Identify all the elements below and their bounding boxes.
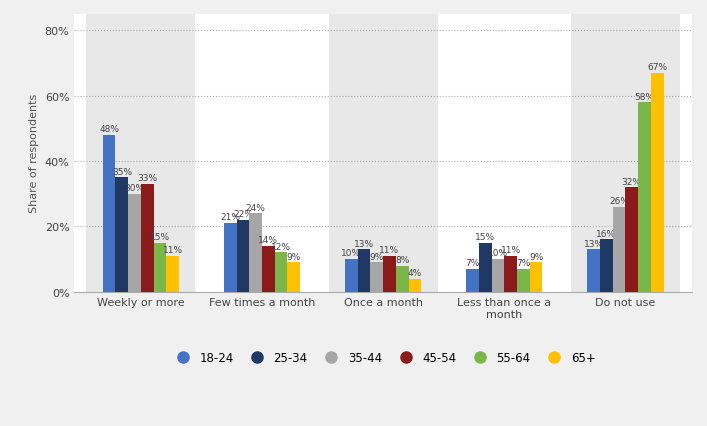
Bar	[224, 224, 237, 292]
Text: 35%: 35%	[112, 167, 132, 176]
Text: 9%: 9%	[529, 252, 543, 261]
Bar	[103, 135, 115, 292]
Text: 12%: 12%	[271, 242, 291, 251]
Text: 9%: 9%	[286, 252, 301, 261]
Bar	[166, 256, 179, 292]
Text: 7%: 7%	[516, 259, 530, 268]
Text: 58%: 58%	[634, 92, 655, 101]
Text: 15%: 15%	[475, 233, 496, 242]
Text: 13%: 13%	[354, 239, 374, 248]
Legend: 18-24, 25-34, 35-44, 45-54, 55-64, 65+: 18-24, 25-34, 35-44, 45-54, 55-64, 65+	[168, 348, 599, 368]
Bar	[128, 194, 141, 292]
Bar	[370, 263, 383, 292]
Text: 9%: 9%	[370, 252, 384, 261]
Text: 48%: 48%	[99, 125, 119, 134]
Bar	[383, 256, 396, 292]
Bar	[275, 253, 288, 292]
Text: 4%: 4%	[408, 268, 422, 277]
Bar	[250, 214, 262, 292]
Text: 14%: 14%	[258, 236, 279, 245]
Text: 10%: 10%	[488, 249, 508, 258]
Text: 30%: 30%	[124, 184, 145, 193]
Text: 22%: 22%	[233, 210, 253, 219]
Bar	[153, 243, 166, 292]
Text: 67%: 67%	[647, 63, 667, 72]
Text: 11%: 11%	[501, 245, 520, 254]
Bar	[115, 178, 128, 292]
Bar	[638, 103, 651, 292]
Text: 33%: 33%	[137, 174, 158, 183]
Bar	[517, 269, 530, 292]
Text: 15%: 15%	[150, 233, 170, 242]
Bar	[141, 184, 153, 292]
Bar	[466, 269, 479, 292]
Bar	[491, 259, 504, 292]
Bar	[588, 250, 600, 292]
Bar	[409, 279, 421, 292]
Bar	[651, 74, 664, 292]
Bar	[626, 188, 638, 292]
Bar	[479, 243, 491, 292]
Bar	[358, 250, 370, 292]
Text: 7%: 7%	[465, 259, 479, 268]
Bar	[613, 207, 626, 292]
Text: 24%: 24%	[246, 203, 266, 212]
Bar	[329, 15, 438, 292]
Bar	[396, 266, 409, 292]
Bar	[571, 15, 680, 292]
Text: 16%: 16%	[596, 229, 617, 238]
Bar	[237, 220, 250, 292]
Bar	[504, 256, 517, 292]
Bar	[86, 15, 195, 292]
Bar	[262, 246, 275, 292]
Text: 8%: 8%	[395, 255, 409, 264]
Bar	[530, 263, 542, 292]
Text: 32%: 32%	[621, 177, 642, 186]
Text: 10%: 10%	[341, 249, 361, 258]
Bar	[288, 263, 300, 292]
Text: 21%: 21%	[221, 213, 240, 222]
Text: 11%: 11%	[163, 245, 183, 254]
Y-axis label: Share of respondents: Share of respondents	[29, 94, 39, 213]
Text: 26%: 26%	[609, 197, 629, 206]
Text: 11%: 11%	[380, 245, 399, 254]
Bar	[345, 259, 358, 292]
Text: 13%: 13%	[583, 239, 604, 248]
Bar	[600, 240, 613, 292]
